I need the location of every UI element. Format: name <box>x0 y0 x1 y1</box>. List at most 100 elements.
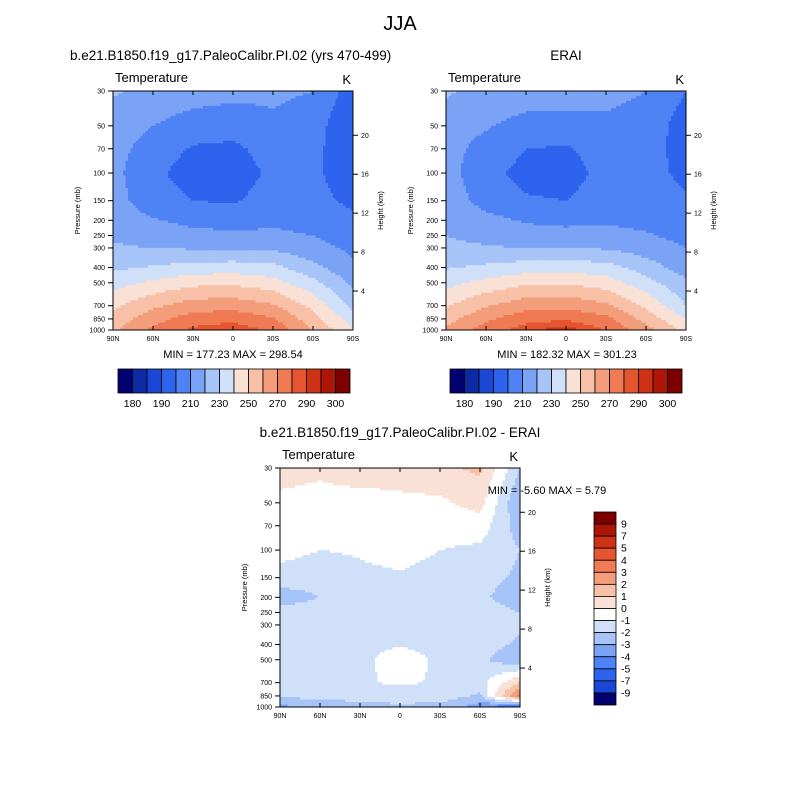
panel-1-cell <box>168 145 172 149</box>
panel-1-cell <box>130 165 134 169</box>
panel-1-cell <box>140 95 144 100</box>
panel-1-cell <box>253 123 257 127</box>
panel-1-cell <box>335 110 339 115</box>
panel-1-cell <box>280 160 284 164</box>
panel-1-cell <box>325 103 329 107</box>
panel-1-cell <box>278 93 282 97</box>
panel-1-cell <box>320 143 324 147</box>
panel-1-cell <box>125 168 129 172</box>
panel-1-cell <box>338 165 342 169</box>
panel-1-cell <box>235 160 239 164</box>
panel-1-cell <box>138 168 142 172</box>
panel-1-cell <box>345 145 349 149</box>
panel-1-cell <box>208 128 212 132</box>
panel-1-cell <box>165 125 169 129</box>
panel-1-cell <box>288 113 292 117</box>
panel-1-cell <box>118 120 122 124</box>
panel-1-cell <box>270 145 274 149</box>
panel-1-cell <box>180 155 184 159</box>
panel-1-cell <box>330 155 334 159</box>
panel-1-cell <box>173 120 177 124</box>
panel-1-cell <box>310 91 314 95</box>
panel-1-cell <box>300 98 304 102</box>
panel-1-cell <box>148 128 152 132</box>
panel-1-cell <box>303 165 307 169</box>
panel-1-cell <box>133 138 137 142</box>
panel-1-cell <box>270 91 274 95</box>
panel-1-cell <box>230 140 234 144</box>
panel-1-cell <box>215 105 219 110</box>
panel-1-cell <box>250 93 254 97</box>
panel-1-cell <box>268 100 272 105</box>
panel-1-cell <box>255 118 259 122</box>
panel-1-cell <box>210 95 214 100</box>
panel-1-cell <box>133 128 137 132</box>
panel-1-cell <box>335 140 339 144</box>
panel-1-cell <box>215 100 219 105</box>
panel-1-cell <box>248 168 252 172</box>
panel-1-cell <box>178 100 182 105</box>
panel-1-cell <box>293 108 297 112</box>
panel-1-cell <box>120 108 124 112</box>
panel-1-cell <box>193 123 197 127</box>
panel-1-cell <box>328 135 332 139</box>
panel-1-cell <box>290 163 294 167</box>
panel-1-cell <box>293 110 297 115</box>
panel-1-cell <box>260 95 264 100</box>
panel-1-cell <box>168 120 172 124</box>
panel-1-cell <box>323 118 327 122</box>
panel-1-cell <box>120 115 124 119</box>
panel-1-cell <box>173 100 177 105</box>
panel-1-cell <box>208 105 212 110</box>
panel-1-cell <box>178 168 182 172</box>
panel-1-cell <box>338 160 342 164</box>
panel-1-cell <box>158 91 162 95</box>
panel-1-cell <box>230 128 234 132</box>
panel-1-cell <box>295 128 299 132</box>
panel-1-cell <box>280 138 284 142</box>
panel-1-cell <box>228 120 232 124</box>
panel-1-cell <box>320 98 324 102</box>
panel-1-cell <box>343 123 347 127</box>
panel-1-cell <box>115 105 119 110</box>
panel-1-cell <box>325 125 329 129</box>
panel-1-cell <box>205 125 209 129</box>
panel-1-cell <box>198 123 202 127</box>
panel-1-cell <box>275 100 279 105</box>
panel-1-cell <box>240 160 244 164</box>
panel-1-cell <box>248 108 252 112</box>
panel-1-cell <box>265 120 269 124</box>
panel-1-cell <box>115 125 119 129</box>
panel-1-cell <box>283 98 287 102</box>
panel-1-cell <box>180 163 184 167</box>
panel-1-cell <box>190 160 194 164</box>
panel-1-cell <box>223 163 227 167</box>
panel-1-cell <box>190 140 194 144</box>
panel-1-cell <box>170 105 174 110</box>
panel-1-cell <box>298 143 302 147</box>
panel-1-cell <box>325 123 329 127</box>
panel-1-cell <box>315 145 319 149</box>
panel-1-cell <box>303 158 307 162</box>
panel-1-cell <box>163 93 167 97</box>
panel-1-cell <box>303 128 307 132</box>
panel-1-cell <box>185 125 189 129</box>
panel-1-cell <box>118 140 122 144</box>
panel-1-cell <box>258 143 262 147</box>
panel-1-cell <box>220 93 224 97</box>
panel-1-cell <box>210 155 214 159</box>
panel-1-cell <box>123 103 127 107</box>
panel-1-cell <box>193 108 197 112</box>
panel-1-cell <box>308 158 312 162</box>
panel-1-cell <box>283 158 287 162</box>
panel-1-cell <box>180 160 184 164</box>
panel-1-cell <box>288 128 292 132</box>
panel-1-cell <box>173 125 177 129</box>
panel-1-cell <box>270 105 274 110</box>
panel-1-cell <box>178 95 182 100</box>
panel-1-cell <box>283 133 287 137</box>
panel-1-cell <box>315 105 319 110</box>
panel-1-cell <box>230 130 234 134</box>
panel-1-cell <box>248 140 252 144</box>
panel-1-cell <box>260 160 264 164</box>
